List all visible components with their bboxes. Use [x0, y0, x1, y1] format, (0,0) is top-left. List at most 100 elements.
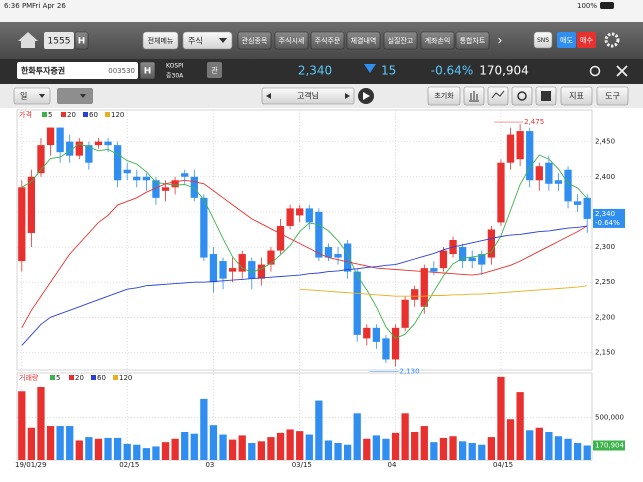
code-box[interactable] — [44, 32, 74, 49]
candle-body — [209, 254, 218, 283]
tab-btn[interactable] — [420, 31, 455, 50]
candle-body — [315, 211, 323, 258]
volume-bar — [545, 431, 553, 460]
battery-icon — [600, 2, 614, 9]
status-date: Fri Apr 26 — [32, 2, 66, 10]
volume-bar — [37, 387, 45, 460]
legend-swatch — [83, 112, 88, 117]
candle-body — [554, 180, 563, 184]
reset-btn[interactable] — [427, 86, 461, 106]
stock-change-pct: -0.64% — [431, 64, 473, 78]
stock-box[interactable] — [17, 62, 138, 79]
mode-box[interactable] — [261, 87, 355, 105]
type-btn[interactable] — [57, 88, 93, 104]
last-volume: 170,904 — [595, 441, 624, 449]
candle-body — [181, 173, 189, 177]
legend-label: 5 — [48, 111, 52, 119]
tab-label: 주식주문 — [315, 36, 341, 45]
tab-next[interactable]: › — [497, 34, 502, 49]
legend-swatch — [42, 112, 47, 117]
buy-btn[interactable] — [577, 32, 596, 48]
volume-bar — [276, 432, 285, 460]
candle-body — [46, 127, 55, 146]
moving-average — [21, 143, 588, 339]
last-volume-box — [593, 440, 625, 451]
code-text: 1555 — [48, 37, 71, 47]
volume-bar — [535, 427, 543, 460]
mode-prev[interactable] — [266, 93, 271, 99]
mode-next[interactable] — [345, 93, 350, 99]
candle-body — [382, 338, 390, 360]
candle-body — [267, 250, 275, 265]
volume-tick-label: 500,000 — [595, 414, 624, 422]
stock-suffix-btn[interactable] — [139, 61, 156, 80]
tab-btn[interactable] — [455, 31, 490, 50]
candle-body — [334, 254, 342, 258]
candle-body — [296, 208, 304, 216]
refresh-icon[interactable] — [589, 65, 601, 77]
tab-btn[interactable] — [310, 31, 345, 50]
volume-bar — [478, 444, 486, 460]
candle-body — [152, 180, 160, 198]
legend-swatch — [113, 375, 118, 380]
volume-bar — [104, 437, 112, 460]
tools-btn[interactable] — [596, 86, 629, 106]
candle-body — [94, 141, 103, 146]
home-icon[interactable] — [18, 32, 38, 48]
legend-swatch — [91, 375, 96, 380]
period-btn[interactable] — [13, 87, 51, 105]
badge: 관 — [211, 66, 218, 75]
buy: 매수 — [580, 37, 593, 45]
stock-code: 003530 — [108, 67, 135, 75]
candle-body — [161, 187, 170, 191]
candle-body — [526, 131, 534, 181]
settings-icon[interactable] — [604, 32, 620, 48]
status-battery: 100% — [577, 2, 597, 10]
volume-bar — [56, 426, 64, 460]
legend-label: 60 — [97, 374, 106, 382]
candle-body — [257, 264, 266, 279]
volume-bar — [133, 444, 141, 460]
dropdown-btn[interactable] — [182, 31, 233, 50]
volume-bar — [142, 448, 151, 460]
code-suffix: H — [78, 37, 86, 47]
volume-bar — [267, 437, 275, 460]
candle-body — [190, 176, 198, 198]
tab-btn[interactable] — [274, 31, 309, 50]
status-bar — [0, 0, 643, 22]
legend-label: 120 — [119, 374, 132, 382]
tab-label: 체결내역 — [351, 36, 377, 45]
type-arrow — [80, 94, 86, 98]
volume-bar — [554, 436, 563, 460]
tab-label: 주식시세 — [279, 36, 305, 45]
tab-btn[interactable] — [346, 31, 381, 50]
tab-btn[interactable] — [237, 31, 272, 50]
sell-btn[interactable] — [557, 32, 576, 48]
candle-body — [564, 169, 572, 202]
tool-icon-3[interactable] — [511, 86, 533, 106]
close-icon[interactable] — [616, 65, 628, 77]
indicator-btn[interactable] — [560, 86, 593, 106]
volume-bar — [305, 434, 313, 460]
volume-bar — [123, 443, 131, 460]
mode: 고객님 — [297, 91, 319, 101]
sns-btn[interactable] — [533, 31, 553, 49]
candle-body — [248, 261, 256, 279]
candle-body — [487, 229, 496, 258]
candle-body — [420, 268, 428, 307]
volume-bar — [219, 434, 227, 460]
volume-bar — [526, 430, 534, 460]
menu-all-btn[interactable] — [142, 31, 179, 50]
candle-body — [133, 176, 141, 181]
volume-bar — [66, 426, 74, 460]
tool-icon-2[interactable] — [487, 86, 509, 106]
volume-bar — [27, 427, 36, 460]
tab-btn[interactable] — [383, 31, 418, 50]
code-suffix-btn[interactable] — [74, 31, 89, 50]
candle-body — [353, 271, 361, 335]
candle-body — [363, 327, 371, 339]
volume-bar — [363, 438, 371, 460]
tool-glyph-2 — [491, 90, 505, 99]
legend-label: 5 — [56, 374, 60, 382]
legend-label: 120 — [111, 111, 124, 119]
